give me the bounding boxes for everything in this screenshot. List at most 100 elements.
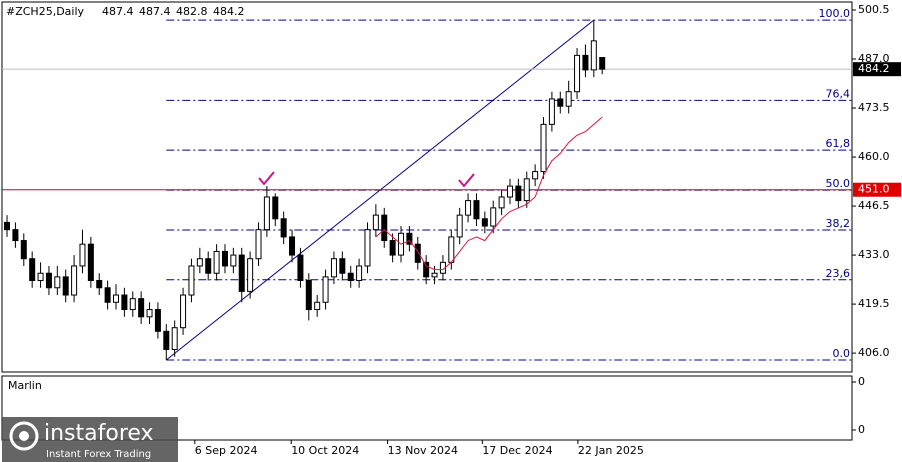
- watermark-brand: instaforex: [44, 421, 154, 446]
- y-tick-label: 419.5: [858, 297, 890, 310]
- candle-body: [490, 207, 497, 227]
- candle-body: [498, 196, 505, 209]
- check-mark: [258, 171, 275, 186]
- chart-title: #ZCH25,Daily: [6, 5, 85, 18]
- fib-label: 50.0: [826, 177, 851, 190]
- candle-body: [4, 221, 11, 231]
- candle-body: [54, 276, 61, 289]
- candle-body: [557, 98, 564, 107]
- candle-body: [171, 327, 178, 350]
- candle-body: [113, 294, 120, 303]
- fib-label: 61,8: [826, 137, 851, 150]
- candle-body: [599, 57, 606, 70]
- candle-body: [247, 258, 254, 292]
- last-price-label: 484.2: [858, 62, 890, 75]
- candle-body: [523, 178, 530, 202]
- x-tick-label: 13 Nov 2024: [388, 444, 458, 457]
- ohlc-low: 482.8: [176, 5, 208, 18]
- candle-body: [255, 229, 262, 260]
- x-tick-label: 10 Oct 2024: [291, 444, 359, 457]
- fib-label: 38,2: [826, 217, 851, 230]
- x-tick-label: 17 Dec 2024: [482, 444, 552, 457]
- candle-body: [364, 229, 371, 267]
- y-tick-label: 473.5: [858, 101, 890, 114]
- candle-body: [146, 309, 153, 318]
- candle-body: [305, 279, 312, 311]
- candle-body: [20, 240, 27, 260]
- candle-body: [356, 265, 363, 281]
- candle-body: [314, 301, 321, 311]
- candle-body: [465, 200, 472, 216]
- candle-body: [71, 265, 78, 296]
- candle-body: [163, 330, 170, 350]
- indicator-name: Marlin: [8, 379, 42, 392]
- ohlc-close: 484.2: [213, 5, 245, 18]
- candle-body: [213, 250, 220, 274]
- x-tick-label: 6 Sep 2024: [195, 444, 258, 457]
- candle-body: [87, 243, 94, 281]
- candle-body: [180, 294, 187, 329]
- candle-body: [322, 276, 329, 303]
- candle-body: [263, 196, 270, 231]
- logo: [19, 431, 29, 441]
- candle-body: [389, 240, 396, 256]
- y-tick-label: 500.5: [858, 3, 890, 16]
- fib-label: 0.0: [833, 347, 851, 360]
- candle-body: [221, 250, 228, 267]
- candle-body: [540, 123, 547, 173]
- candle-body: [272, 196, 279, 220]
- candle-body: [330, 258, 337, 278]
- candle-body: [196, 258, 203, 267]
- candle-body: [582, 54, 589, 71]
- x-tick-label: 22 Jan 2025: [578, 444, 644, 457]
- y-tick-label: 406.0: [858, 346, 890, 359]
- fib-label: 23,6: [826, 267, 851, 280]
- candle-body: [280, 218, 287, 238]
- candle-body: [473, 200, 480, 220]
- main-pane: [1, 1, 853, 373]
- candle-body: [590, 40, 597, 71]
- candle-body: [448, 236, 455, 263]
- candle-body: [414, 243, 421, 263]
- candle-body: [37, 272, 44, 281]
- candle-body: [29, 258, 36, 281]
- watermark: instaforex Instant Forex Trading: [2, 417, 178, 462]
- y-tick-label: 433.0: [858, 248, 890, 261]
- candle-body: [79, 243, 86, 267]
- candle-body: [423, 261, 430, 278]
- candle-body: [565, 91, 572, 107]
- candle-body: [372, 214, 379, 231]
- candle-body: [96, 279, 103, 289]
- candle-body: [45, 272, 52, 289]
- watermark-slogan: Instant Forex Trading: [46, 449, 151, 460]
- y-tick-label: 487.0: [858, 52, 890, 65]
- ohlc-high: 487.4: [139, 5, 171, 18]
- candle-body: [104, 287, 111, 303]
- candle-body: [574, 54, 581, 93]
- candle-body: [456, 214, 463, 238]
- candle-body: [406, 232, 413, 245]
- candle-body: [481, 218, 488, 227]
- candle-body: [154, 309, 161, 332]
- logo: [9, 421, 39, 451]
- fib-label: 100.0: [819, 7, 851, 20]
- ohlc-open: 487.4: [102, 5, 134, 18]
- last-price-box: [853, 62, 901, 77]
- y-tick-label: 460.0: [858, 150, 890, 163]
- candle-body: [238, 254, 245, 292]
- y-tick-label: 446.5: [858, 199, 890, 212]
- candle-body: [121, 294, 128, 311]
- candle-body: [339, 258, 346, 274]
- moving-average: [375, 116, 603, 271]
- indicator-tick: 0: [858, 423, 865, 436]
- candle-body: [297, 254, 304, 281]
- candle-body: [12, 229, 19, 242]
- check-mark: [458, 173, 475, 188]
- indicator-tick: 0: [858, 375, 865, 388]
- candle-body: [205, 258, 212, 274]
- fib-label: 76,4: [826, 87, 851, 100]
- candle-body: [188, 265, 195, 296]
- candle-body: [62, 276, 69, 296]
- candle-body: [289, 236, 296, 256]
